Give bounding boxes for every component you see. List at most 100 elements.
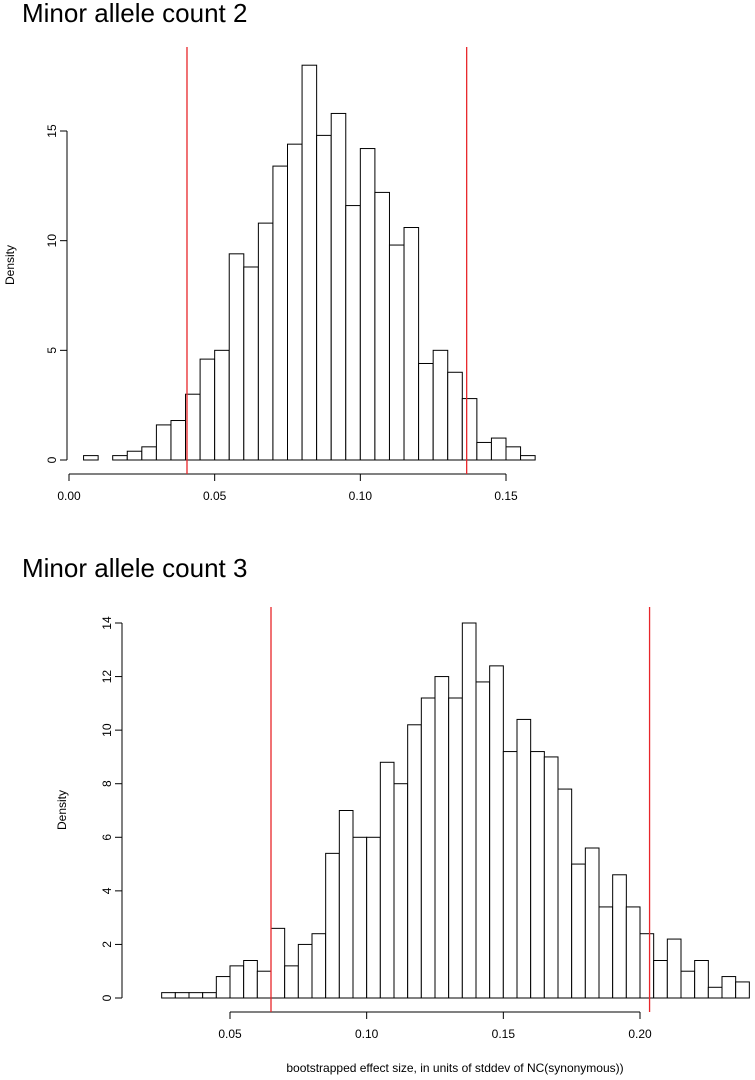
- histogram-bar: [284, 965, 299, 999]
- histogram-bar: [598, 906, 614, 999]
- histogram-bar: [625, 906, 641, 999]
- histogram-bar: [311, 933, 327, 999]
- histogram-bar: [489, 665, 504, 999]
- histogram-bar: [420, 697, 436, 999]
- histogram-bar: [229, 965, 245, 999]
- histogram-panel-2: 0 2 4 6 8 10 12 14 0.05 0.10 0.15 0.20 Density bootst…: [55, 607, 750, 1075]
- histogram-bar: [256, 970, 272, 999]
- histogram-bar: [155, 424, 172, 461]
- chart-title-2: Minor allele count 3: [22, 553, 248, 583]
- histogram-bar: [374, 191, 390, 461]
- histogram-bar: [407, 724, 422, 999]
- histogram-bar: [352, 836, 368, 999]
- y-tick-label: 5: [45, 347, 59, 354]
- y-tick-label: 2: [100, 941, 114, 948]
- y-tick-label: 6: [100, 834, 114, 841]
- histogram-bar: [202, 992, 217, 999]
- histogram-bar: [83, 455, 99, 461]
- histogram-bar: [185, 393, 201, 461]
- histogram-bar: [520, 455, 536, 461]
- histogram-bar: [338, 810, 354, 999]
- y-tick-label: 8: [100, 780, 114, 787]
- histogram-bar: [214, 349, 230, 461]
- histogram-bar: [270, 927, 286, 999]
- histogram-bar: [325, 852, 340, 999]
- x-tick-label: 0.05: [203, 489, 227, 503]
- histogram-bar: [666, 938, 682, 999]
- y-tick-label: 10: [45, 234, 59, 248]
- histogram-bar: [243, 960, 258, 999]
- histogram-bar: [345, 205, 361, 461]
- x-tick-label: 0.05: [218, 1027, 242, 1041]
- histogram-bar: [502, 751, 518, 999]
- histogram-bar: [584, 847, 600, 999]
- histogram-bar: [461, 398, 478, 461]
- x-tick-label: 0.10: [355, 1027, 379, 1041]
- x-tick-label: 0.10: [349, 489, 373, 503]
- histogram-bar: [188, 992, 204, 999]
- histogram-bar: [476, 441, 492, 461]
- histogram-bar: [530, 751, 545, 999]
- y-tick-label: 4: [100, 887, 114, 894]
- y-tick-label: 0: [100, 994, 114, 1001]
- chart-title-1: Minor allele count 2: [22, 0, 248, 28]
- histogram-bar: [516, 718, 532, 999]
- histogram-bar: [490, 437, 507, 461]
- y-tick-label: 0: [45, 456, 59, 463]
- y-tick-label: 15: [45, 124, 59, 138]
- histogram-bar: [215, 976, 231, 999]
- histogram-panel-1: 0 5 10 15 0.00 0.05 0.10 0.15 Density: [3, 47, 536, 503]
- y-axis-title: Density: [3, 245, 17, 285]
- histogram-bar: [359, 148, 376, 461]
- histogram-bar: [243, 266, 259, 461]
- histogram-bar: [475, 681, 491, 999]
- histogram-bar: [612, 874, 627, 999]
- x-tick-label: 0.15: [492, 1027, 516, 1041]
- histogram-bar: [199, 358, 216, 461]
- histogram-bar: [301, 64, 318, 461]
- histogram-bar: [228, 253, 245, 461]
- histogram-bar: [447, 371, 463, 461]
- histogram-bar: [112, 455, 128, 461]
- histogram-bar: [434, 676, 450, 999]
- histogram-bar: [543, 756, 559, 999]
- histogram-bar: [174, 992, 190, 999]
- histogram-bar: [170, 420, 187, 461]
- histogram-bar: [432, 349, 449, 461]
- x-tick-label: 0.00: [57, 489, 81, 503]
- histogram-bar: [557, 788, 573, 999]
- histogram-bar: [694, 960, 709, 999]
- histogram-bar: [403, 227, 420, 461]
- y-tick-label: 10: [100, 723, 114, 737]
- y-tick-label: 12: [100, 670, 114, 684]
- histogram-bar: [287, 143, 303, 461]
- histogram-bar: [735, 981, 750, 999]
- histogram-bar: [721, 976, 737, 999]
- y-tick-label: 14: [100, 616, 114, 630]
- histogram-bar: [330, 112, 347, 461]
- histogram-bar: [680, 970, 696, 999]
- histogram-bar: [141, 446, 157, 461]
- y-axis-title: Density: [55, 790, 69, 830]
- histogram-bar: [639, 933, 655, 999]
- histogram-bar: [571, 863, 586, 999]
- histogram-bar: [161, 992, 176, 999]
- histogram-bar: [316, 134, 332, 461]
- histogram-bar: [272, 165, 288, 461]
- histogram-bar: [366, 836, 381, 999]
- histogram-bar: [388, 244, 405, 461]
- histogram-bar: [379, 761, 395, 999]
- histogram-bar: [653, 960, 668, 999]
- histogram-bar: [505, 446, 522, 461]
- x-tick-label: 0.20: [628, 1027, 652, 1041]
- histogram-bar: [126, 450, 143, 461]
- histogram-bar: [448, 697, 463, 999]
- histogram-bar: [461, 622, 477, 999]
- histogram-bar: [707, 986, 723, 999]
- x-tick-label: 0.15: [494, 489, 518, 503]
- histogram-bar: [297, 943, 313, 999]
- histogram-bar: [257, 222, 274, 461]
- histogram-bar: [418, 362, 434, 461]
- histogram-bar: [393, 783, 409, 999]
